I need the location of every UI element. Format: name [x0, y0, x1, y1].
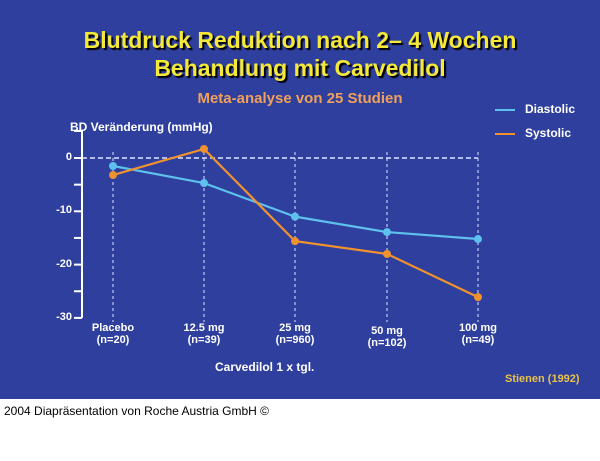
x-axis-label: Carvedilol 1 x tgl.	[215, 360, 315, 374]
x-category-label: Placebo (n=20)	[91, 322, 135, 346]
systolic-data-point	[200, 144, 208, 153]
x-category-label: 50 mg (n=102)	[367, 325, 407, 349]
y-tick-label: -20	[56, 257, 72, 270]
systolic-data-point	[474, 293, 482, 302]
x-category-label: 12.5 mg (n=39)	[183, 322, 225, 346]
legend-label: Diastolic	[525, 102, 576, 116]
systolic-data-point	[109, 171, 117, 180]
diastolic-data-point	[200, 179, 208, 188]
slide-background: Blutdruck Reduktion nach 2– 4 Wochen Beh…	[0, 0, 600, 399]
slide-title-line1: Blutdruck Reduktion nach 2– 4 Wochen	[83, 27, 517, 53]
line-chart-plot	[74, 130, 482, 322]
slide-subtitle: Meta-analyse von 25 Studien	[197, 90, 403, 107]
diastolic-line-swatch	[495, 109, 515, 111]
x-category-label: 100 mg (n=49)	[459, 322, 497, 346]
diastolic-data-point	[109, 161, 117, 170]
legend-label: Systolic	[525, 126, 572, 140]
systolic-line-swatch	[495, 133, 515, 135]
systolic-data-point	[383, 249, 391, 258]
diastolic-data-point	[291, 212, 299, 221]
diastolic-data-point	[474, 235, 482, 244]
slide-title-line2: Behandlung mit Carvedilol	[154, 55, 446, 81]
x-category-label: 25 mg (n=960)	[275, 322, 315, 346]
source-citation: Stienen (1992)	[505, 373, 580, 385]
legend-item-diastolic: Diastolic	[495, 102, 595, 118]
y-tick-label: -10	[56, 204, 72, 217]
diastolic-data-point	[383, 228, 391, 237]
legend-item-systolic: Systolic	[495, 126, 595, 142]
copyright-footer: 2004 Diapräsentation von Roche Austria G…	[4, 404, 269, 418]
y-tick-label: -30	[56, 310, 72, 323]
y-axis-label: BD Veränderung (mmHg)	[70, 120, 213, 134]
systolic-data-point	[291, 237, 299, 246]
y-tick-label: 0	[65, 151, 72, 163]
